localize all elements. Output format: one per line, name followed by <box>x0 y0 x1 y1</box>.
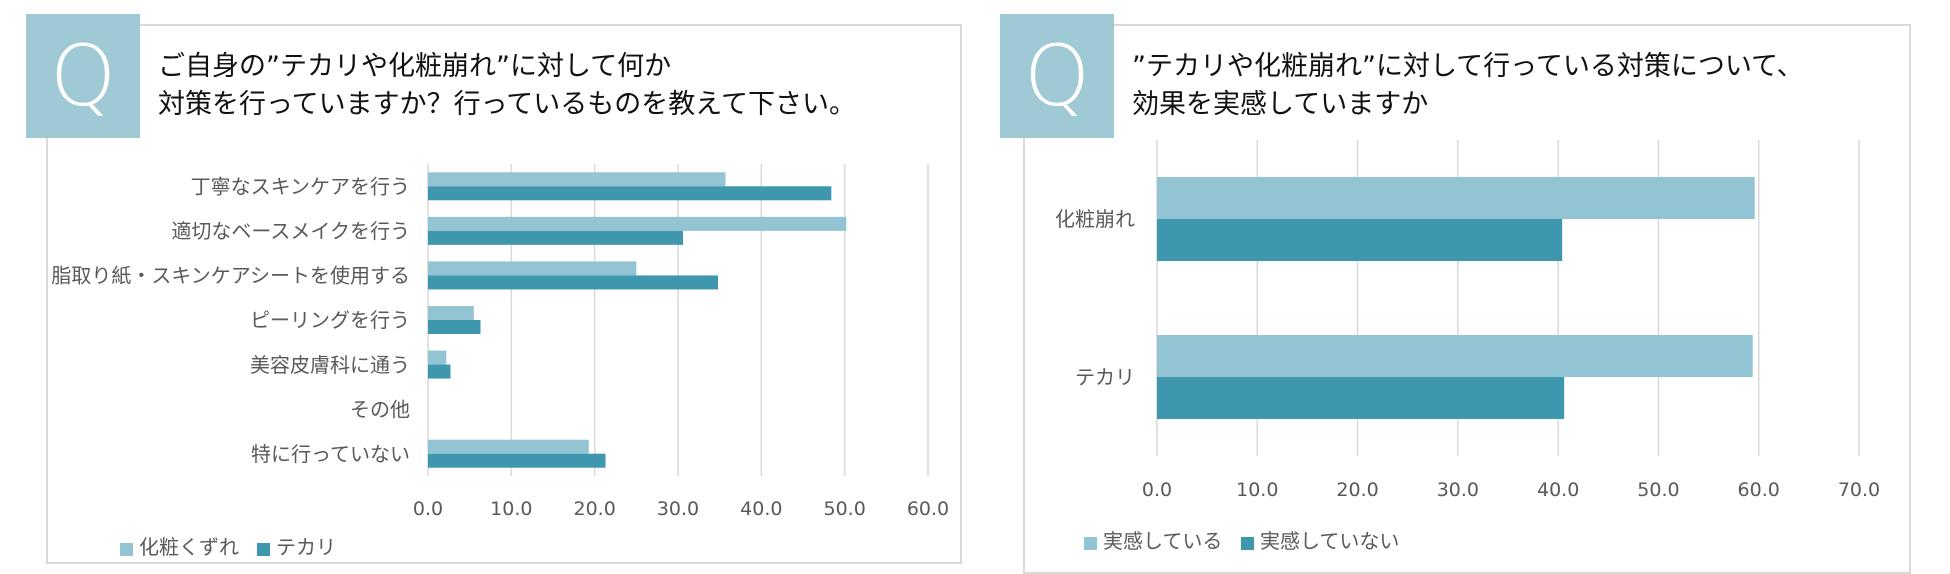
left-q-badge: Q <box>26 14 140 138</box>
left-category-label: 特に行っていない <box>251 442 410 466</box>
left-bar <box>428 350 447 365</box>
right-tick-label: 0.0 <box>1142 479 1172 501</box>
left-category-label: 適切なベースメイクを行う <box>171 219 410 243</box>
left-tick-label: 50.0 <box>824 498 866 520</box>
right-bar <box>1157 219 1563 261</box>
left-tick-label: 0.0 <box>413 498 443 520</box>
left-tick-label: 10.0 <box>490 498 532 520</box>
left-tick-label: 40.0 <box>740 498 782 520</box>
right-tick-label: 50.0 <box>1637 479 1679 501</box>
left-bar <box>428 216 847 231</box>
right-title-line-2: 効果を実感していますか <box>1132 89 1429 120</box>
left-question-title: ご自身の”テカリや化粧崩れ”に対して何か 対策を行っていますか？行っているものを… <box>158 48 856 124</box>
left-category-label: 美容皮膚科に通う <box>250 353 410 377</box>
right-legend-label: 実感していない <box>1260 529 1399 553</box>
left-bar <box>428 230 683 245</box>
left-category-label: ピーリングを行う <box>250 308 410 332</box>
left-bar <box>428 439 589 454</box>
right-legend-label: 実感している <box>1103 529 1222 553</box>
right-legend-swatch <box>1241 537 1254 550</box>
left-tick-label: 30.0 <box>657 498 699 520</box>
right-bar <box>1157 335 1753 377</box>
right-question-title: ”テカリや化粧崩れ”に対して行っている対策について、 効果を実感していますか <box>1132 48 1804 124</box>
left-bar <box>428 364 451 379</box>
left-tick-label: 60.0 <box>907 498 949 520</box>
left-bar <box>428 453 606 468</box>
left-category-label: 丁寧なスキンケアを行う <box>191 174 410 198</box>
right-tick-label: 10.0 <box>1236 479 1278 501</box>
right-tick-label: 60.0 <box>1738 479 1780 501</box>
right-bar <box>1157 377 1565 419</box>
left-bar <box>428 320 481 334</box>
left-title-line-2: 対策を行っていますか？行っているものを教えて下さい。 <box>158 89 856 120</box>
left-category-label: その他 <box>350 397 410 421</box>
right-tick-label: 20.0 <box>1336 479 1378 501</box>
left-chart-panel <box>46 24 962 564</box>
left-legend-swatch <box>257 543 270 556</box>
left-bar <box>428 261 637 276</box>
left-legend-swatch <box>120 543 133 556</box>
right-tick-label: 70.0 <box>1838 479 1880 501</box>
right-tick-label: 40.0 <box>1537 479 1579 501</box>
left-category-label: 脂取り紙・スキンケアシートを使用する <box>51 264 410 288</box>
right-q-badge: Q <box>1000 14 1114 138</box>
left-bar <box>428 172 726 187</box>
left-bar <box>428 275 718 290</box>
right-title-line-1: ”テカリや化粧崩れ”に対して行っている対策について、 <box>1132 51 1804 82</box>
left-title-line-1: ご自身の”テカリや化粧崩れ”に対して何か <box>158 51 672 82</box>
right-bar <box>1157 177 1755 219</box>
left-legend-label: テカリ <box>276 535 336 559</box>
left-bar <box>428 186 832 201</box>
right-tick-label: 30.0 <box>1437 479 1479 501</box>
right-category-label: テカリ <box>1075 365 1135 389</box>
right-legend-swatch <box>1084 537 1097 550</box>
left-legend-label: 化粧くずれ <box>139 535 239 559</box>
right-category-label: 化粧崩れ <box>1055 207 1135 231</box>
left-tick-label: 20.0 <box>574 498 616 520</box>
left-bar <box>428 306 474 320</box>
right-chart-panel <box>1023 24 1911 574</box>
